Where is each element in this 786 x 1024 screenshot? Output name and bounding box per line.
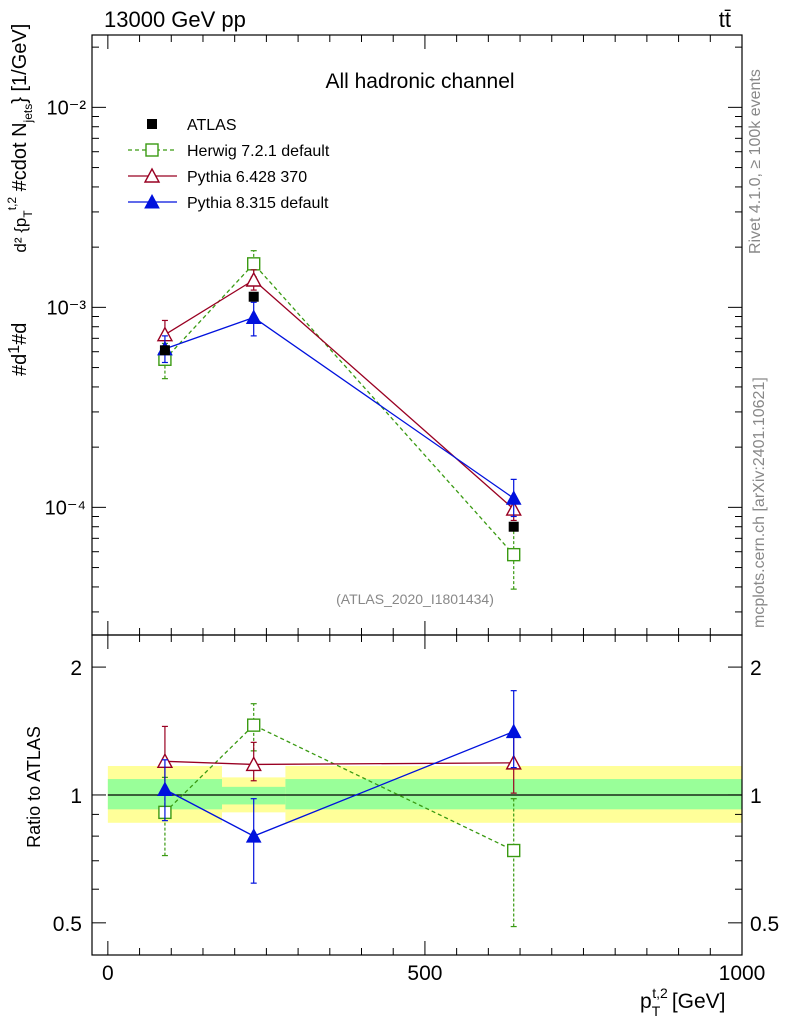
legend-label-pythia8: Pythia 8.315 default [187,195,329,212]
main-series-pythia-8-315-default [157,301,522,518]
main-point-atlas [508,521,519,532]
analysis-id-label: (ATLAS_2020_I1801434) [336,591,494,607]
legend-entry-pythia8: Pythia 8.315 default [128,193,329,212]
ratio-point-herwig-7-2-1-default [507,843,521,858]
ratio-y-tick-label: 1 [70,785,82,808]
ratio-y-tick-label: 2 [70,657,82,680]
ratio-y-tick-label-right: 2 [750,657,762,680]
legend-marker-herwig [145,143,159,157]
legend: ATLAS Herwig 7.2.1 default Pythia 6.428 … [128,117,330,212]
main-point-pythia-6-428-370 [245,271,262,287]
main-y-axis-label-text: #d1#dd² {pTt,2 #cdot Njets} [1/GeV] [5,24,35,376]
mcplots-label: mcplots.cern.ch [arXiv:2401.10621] [751,377,768,628]
ratio-point-pythia-8-315-default [245,828,262,843]
legend-label-atlas: ATLAS [187,117,237,134]
legend-entry-herwig: Herwig 7.2.1 default [128,143,330,160]
main-y-tick-label: 10⁻² [47,97,87,119]
main-y-axis-label: #d1#dd² {pTt,2 #cdot Njets} [1/GeV] [5,24,35,376]
process-label: tt̄ [719,7,731,32]
ratio-point-herwig-7-2-1-default [247,718,261,732]
legend-marker-atlas [147,119,157,129]
main-plot-panel: 10⁻² 10⁻³ 10⁻⁴ All hadronic channel (ATLAS… [45,34,743,636]
rivet-version-label: Rivet 4.1.0, ≥ 100k events [747,69,764,254]
main-point-atlas [248,291,259,302]
main-axis-ticks: 10⁻² 10⁻³ 10⁻⁴ [45,35,743,635]
ratio-y-tick-label-right: 0.5 [750,913,779,936]
main-plot-title: All hadronic channel [325,70,514,93]
ratio-y-tick-label-right: 1 [750,785,762,808]
ratio-uncertainty-bands [107,765,742,823]
legend-label-pythia6: Pythia 6.428 370 [187,169,307,186]
main-line-herwig-7-2-1-default [164,262,515,556]
ratio-point-pythia-6-428-370 [245,755,262,772]
main-point-herwig-7-2-1-default [507,547,521,562]
ratio-point-pythia-8-315-default [505,723,522,739]
ratio-y-tick-label: 0.5 [53,913,82,936]
main-series-herwig-7-2-1-default [158,250,521,590]
main-point-atlas [159,345,170,356]
legend-marker-pythia6 [143,167,161,183]
ratio-plot-frame [91,634,743,956]
ratio-plot-panel: 0.5 0.5 1 1 2 2 0 500 1000 [53,634,779,985]
main-point-pythia-8-315-default [245,309,262,324]
main-y-tick-label: 10⁻³ [47,297,87,319]
legend-marker-pythia8 [144,193,160,209]
ratio-point-pythia-8-315-default [157,781,173,797]
ratio-line-herwig-7-2-1-default [164,724,514,852]
legend-entry-pythia6: Pythia 6.428 370 [128,167,307,186]
main-series-pythia-6-428-370 [156,269,522,522]
main-series-atlas [159,291,519,532]
main-line-pythia-8-315-default [164,316,515,499]
ratio-series-pythia-8-315-default [157,690,522,884]
legend-entry-atlas: ATLAS [147,117,237,134]
x-axis-label-text: pTt,2 [GeV] [640,985,726,1019]
energy-label: 13000 GeV pp [104,7,246,32]
main-line-pythia-6-428-370 [164,279,515,510]
x-tick-label: 0 [102,962,114,985]
ratio-band-inner [222,786,286,805]
legend-label-herwig: Herwig 7.2.1 default [187,143,330,160]
x-tick-label: 1000 [719,962,766,985]
ratio-y-axis-label: Ratio to ATLAS [24,726,44,848]
main-point-herwig-7-2-1-default [247,257,261,271]
main-y-tick-label: 10⁻⁴ [45,497,86,519]
main-point-pythia-8-315-default [505,490,522,505]
x-axis-label: pTt,2 [GeV] [640,985,726,1019]
x-tick-label: 500 [407,962,442,985]
